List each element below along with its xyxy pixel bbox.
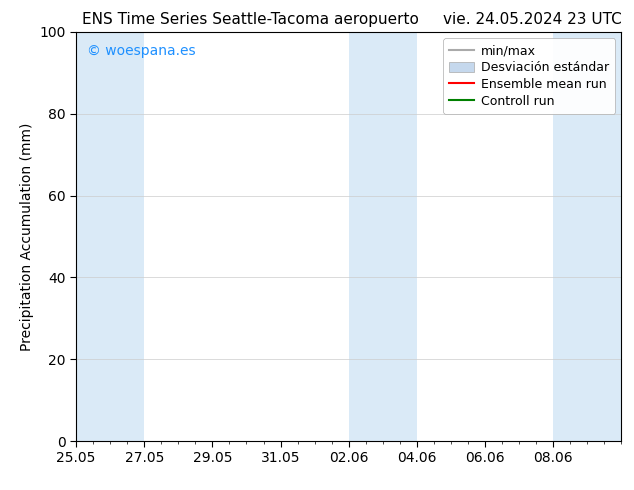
Text: vie. 24.05.2024 23 UTC: vie. 24.05.2024 23 UTC [443, 12, 621, 27]
Legend: min/max, Desviación estándar, Ensemble mean run, Controll run: min/max, Desviación estándar, Ensemble m… [443, 38, 615, 114]
Bar [349, 32, 417, 441]
Bar [76, 32, 144, 441]
Y-axis label: Precipitation Accumulation (mm): Precipitation Accumulation (mm) [20, 122, 34, 351]
Bar [553, 32, 621, 441]
Text: ENS Time Series Seattle-Tacoma aeropuerto: ENS Time Series Seattle-Tacoma aeropuert… [82, 12, 419, 27]
Text: © woespana.es: © woespana.es [87, 44, 196, 58]
